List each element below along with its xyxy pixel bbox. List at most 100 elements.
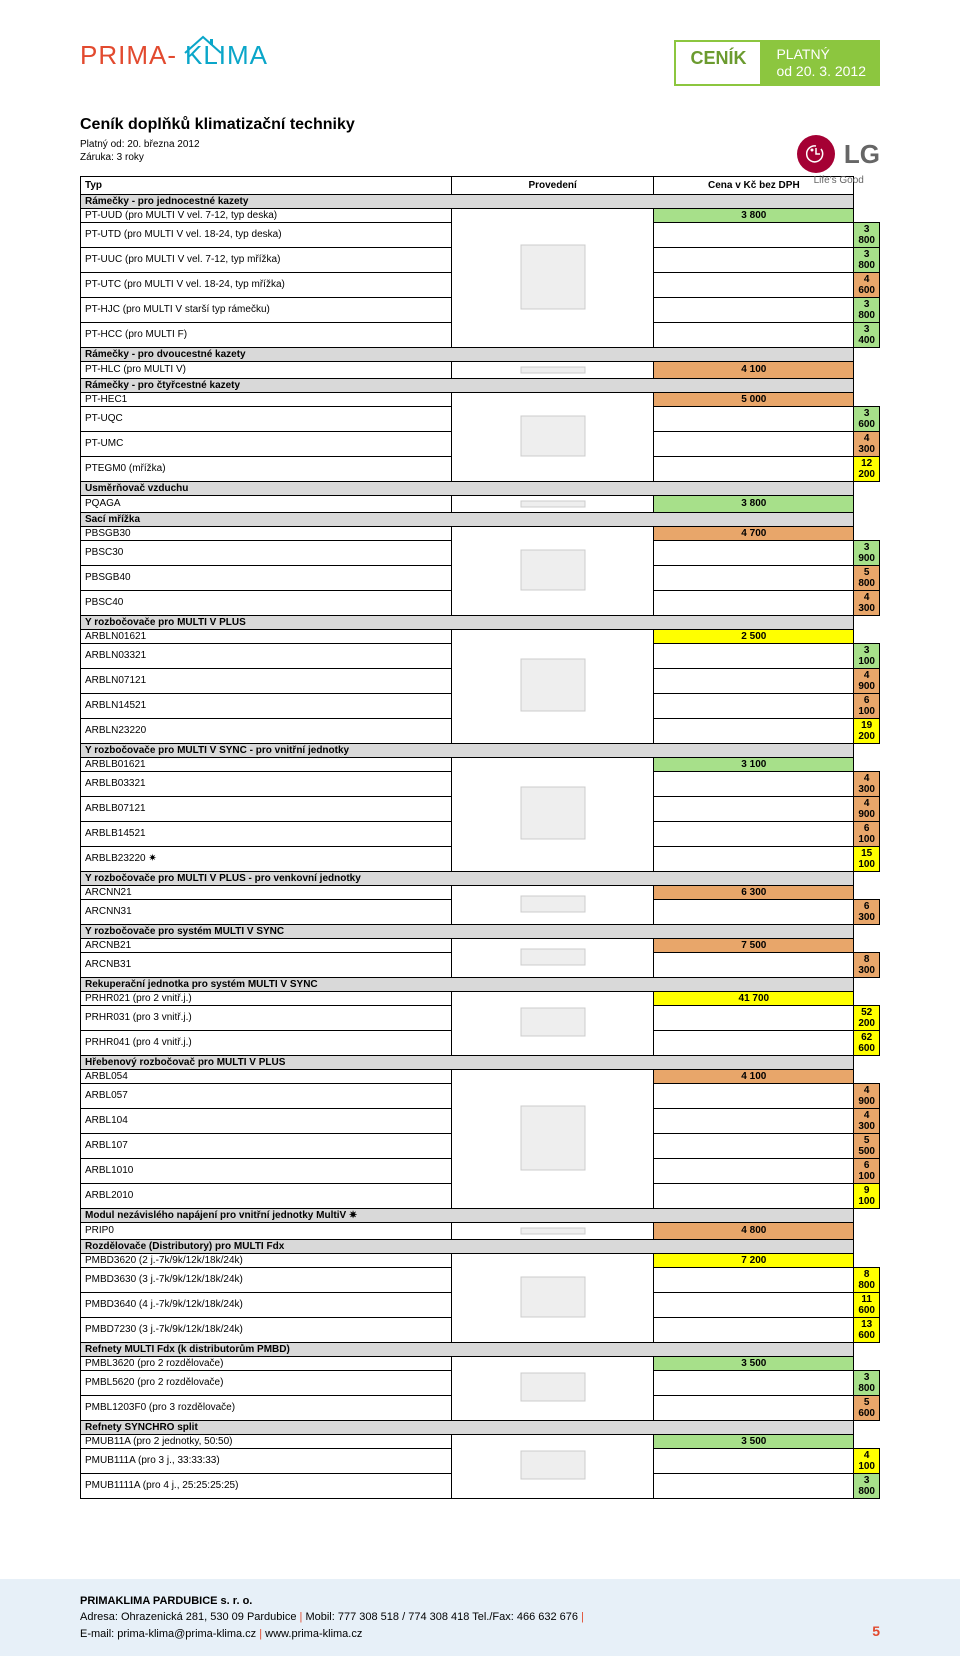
product-image-placeholder (654, 1158, 854, 1183)
product-image-placeholder (451, 757, 653, 871)
row-label: PT-UMC (81, 431, 452, 456)
footer-address: Adresa: Ohrazenická 281, 530 09 Pardubic… (80, 1611, 296, 1623)
row-label: PTEGM0 (mřížka) (81, 456, 452, 481)
product-image-placeholder (654, 796, 854, 821)
section-header: Rámečky - pro čtyřcestné kazety (81, 378, 854, 392)
price-value: 5 600 (854, 1395, 880, 1420)
row-label: ARBL057 (81, 1083, 452, 1108)
section-header: Rekuperační jednotka pro systém MULTI V … (81, 977, 854, 991)
price-value: 3 800 (854, 247, 880, 272)
row-label: PMBD7230 (3 j.-7k/9k/12k/18k/24k) (81, 1317, 452, 1342)
price-value: 4 300 (854, 771, 880, 796)
footer-email: prima-klima@prima-klima.cz (117, 1628, 256, 1640)
price-value: 7 500 (654, 938, 854, 952)
row-label: PMBD3640 (4 j.-7k/9k/12k/18k/24k) (81, 1292, 452, 1317)
footer-web: www.prima-klima.cz (265, 1628, 362, 1640)
price-value: 52 200 (854, 1005, 880, 1030)
lg-circle-icon (797, 135, 835, 173)
row-label: PT-HLC (pro MULTI V) (81, 361, 452, 378)
lg-text: LG (844, 139, 880, 170)
footer-company: PRIMAKLIMA PARDUBICE s. r. o. (80, 1595, 252, 1607)
price-value: 41 700 (654, 991, 854, 1005)
price-value: 6 300 (854, 899, 880, 924)
row-label: ARBL054 (81, 1069, 452, 1083)
price-value: 11 600 (854, 1292, 880, 1317)
price-value: 5 000 (654, 392, 854, 406)
row-label: PMBD3630 (3 j.-7k/9k/12k/18k/24k) (81, 1267, 452, 1292)
price-value: 4 300 (854, 590, 880, 615)
row-label: PT-HJC (pro MULTI V starší typ rámečku) (81, 297, 452, 322)
row-label: PMBD3620 (2 j.-7k/9k/12k/18k/24k) (81, 1253, 452, 1267)
product-image-placeholder (654, 1183, 854, 1208)
row-label: ARCNB31 (81, 952, 452, 977)
price-value: 4 100 (854, 1448, 880, 1473)
row-label: PBSC30 (81, 540, 452, 565)
price-value: 3 800 (854, 1473, 880, 1498)
row-label: PMBL3620 (pro 2 rozdělovače) (81, 1356, 452, 1370)
price-value: 4 100 (654, 361, 854, 378)
row-label: ARBLN03321 (81, 643, 452, 668)
product-image-placeholder (451, 1069, 653, 1208)
row-label: PMUB111A (pro 3 j., 33:33:33) (81, 1448, 452, 1473)
product-image-placeholder (451, 208, 653, 347)
product-image-placeholder (654, 952, 854, 977)
price-value: 3 500 (654, 1434, 854, 1448)
price-value: 5 500 (854, 1133, 880, 1158)
row-label: PT-HCC (pro MULTI F) (81, 322, 452, 347)
section-header: Hřebenový rozbočovač pro MULTI V PLUS (81, 1055, 854, 1069)
row-label: PMBL1203F0 (pro 3 rozdělovače) (81, 1395, 452, 1420)
section-header: Modul nezávislého napájení pro vnitřní j… (81, 1208, 854, 1222)
product-image-placeholder (654, 643, 854, 668)
section-header: Rámečky - pro jednocestné kazety (81, 194, 854, 208)
product-image-placeholder (451, 392, 653, 481)
price-value: 3 800 (654, 208, 854, 222)
product-image-placeholder (451, 938, 653, 977)
product-image-placeholder (654, 693, 854, 718)
row-label: ARCNN21 (81, 885, 452, 899)
row-label: PT-UQC (81, 406, 452, 431)
row-label: PRHR041 (pro 4 vnitř.j.) (81, 1030, 452, 1055)
section-header: Rozdělovače (Distributory) pro MULTI Fdx (81, 1239, 854, 1253)
product-image-placeholder (654, 297, 854, 322)
row-label: PRHR021 (pro 2 vnitř.j.) (81, 991, 452, 1005)
product-image-placeholder (654, 406, 854, 431)
product-image-placeholder (654, 1395, 854, 1420)
product-image-placeholder (451, 885, 653, 924)
row-label: PBSC40 (81, 590, 452, 615)
product-image-placeholder (654, 1005, 854, 1030)
section-header: Rámečky - pro dvoucestné kazety (81, 347, 854, 361)
house-icon (183, 33, 223, 55)
section-header: Y rozbočovače pro MULTI V PLUS (81, 615, 854, 629)
product-image-placeholder (654, 899, 854, 924)
logo: PRIMA- KLIMA (80, 40, 268, 71)
product-image-placeholder (654, 1292, 854, 1317)
row-label: ARBLN23220 (81, 718, 452, 743)
price-value: 4 900 (854, 796, 880, 821)
product-image-placeholder (451, 526, 653, 615)
lg-logo: LG Life's Good (797, 135, 880, 186)
product-image-placeholder (654, 668, 854, 693)
price-value: 12 200 (854, 456, 880, 481)
price-value: 8 300 (854, 952, 880, 977)
row-label: ARBLN07121 (81, 668, 452, 693)
price-value: 19 200 (854, 718, 880, 743)
logo-text-1: PRIMA- (80, 40, 177, 71)
row-label: PMUB1111A (pro 4 j., 25:25:25:25) (81, 1473, 452, 1498)
cenik-badge: CENÍK PLATNÝ od 20. 3. 2012 (674, 40, 880, 86)
page-number: 5 (872, 1621, 880, 1642)
product-image-placeholder (654, 718, 854, 743)
price-value: 62 600 (854, 1030, 880, 1055)
price-value: 4 700 (654, 526, 854, 540)
col-typ: Typ (81, 176, 452, 194)
price-value: 3 600 (854, 406, 880, 431)
price-value: 6 100 (854, 1158, 880, 1183)
price-value: 4 100 (654, 1069, 854, 1083)
price-value: 9 100 (854, 1183, 880, 1208)
price-value: 4 300 (854, 431, 880, 456)
product-image-placeholder (654, 540, 854, 565)
row-label: PT-UUD (pro MULTI V vel. 7-12, typ deska… (81, 208, 452, 222)
product-image-placeholder (654, 565, 854, 590)
price-value: 6 100 (854, 821, 880, 846)
footer-email-label: E-mail: (80, 1628, 117, 1640)
product-image-placeholder (654, 1030, 854, 1055)
